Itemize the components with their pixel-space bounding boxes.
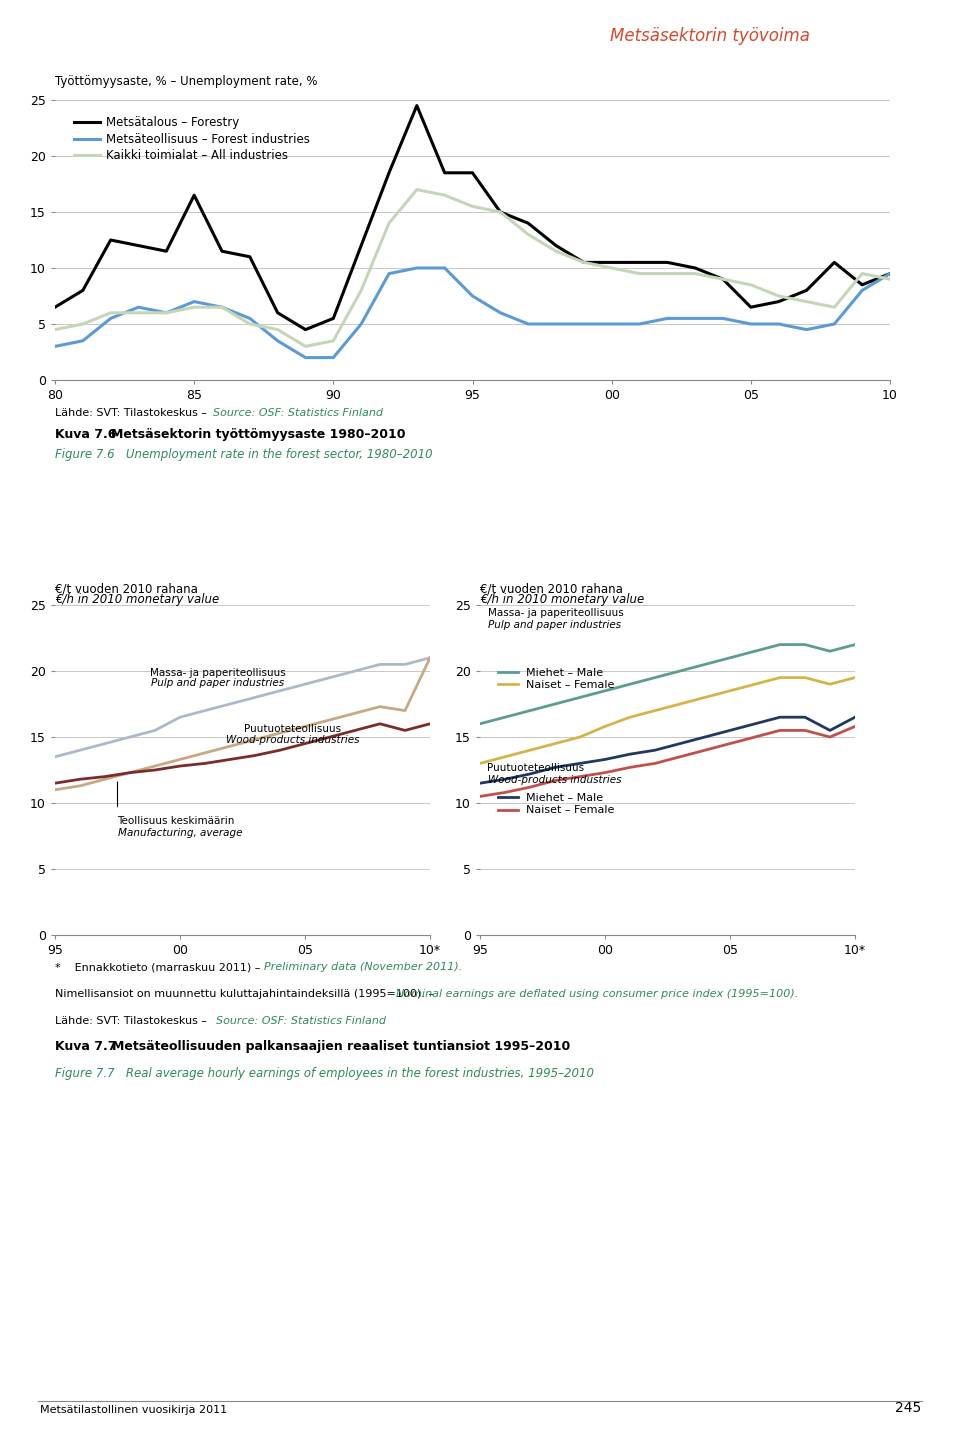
- Text: Metsäsektorin työttömyysaste 1980–2010: Metsäsektorin työttömyysaste 1980–2010: [110, 428, 405, 441]
- Text: Manufacturing, average: Manufacturing, average: [117, 828, 242, 838]
- Text: 7: 7: [906, 14, 935, 57]
- Text: €/h in 2010 monetary value: €/h in 2010 monetary value: [55, 593, 219, 606]
- Text: Massa- ja paperiteollisuus: Massa- ja paperiteollisuus: [488, 608, 623, 618]
- Text: Teollisuus keskimäärin: Teollisuus keskimäärin: [117, 817, 235, 827]
- Text: Puutuoteteollisuus: Puutuoteteollisuus: [488, 764, 585, 774]
- Text: Työttömyysaste, % – Unemployment rate, %: Työttömyysaste, % – Unemployment rate, %: [55, 75, 318, 87]
- Text: 245: 245: [896, 1401, 922, 1414]
- Text: €/h in 2010 monetary value: €/h in 2010 monetary value: [480, 593, 644, 606]
- Text: Figure 7.6   Unemployment rate in the forest sector, 1980–2010: Figure 7.6 Unemployment rate in the fore…: [55, 449, 433, 461]
- Text: Preliminary data (November 2011).: Preliminary data (November 2011).: [264, 962, 463, 972]
- Text: Lähde: SVT: Tilastokeskus –: Lähde: SVT: Tilastokeskus –: [55, 1016, 210, 1026]
- Text: €/t vuoden 2010 rahana: €/t vuoden 2010 rahana: [55, 582, 198, 595]
- Text: Source: OSF: Statistics Finland: Source: OSF: Statistics Finland: [213, 408, 383, 418]
- Legend: Miehet – Male, Naiset – Female: Miehet – Male, Naiset – Female: [493, 788, 619, 820]
- Text: Massa- ja paperiteollisuus: Massa- ja paperiteollisuus: [150, 668, 285, 678]
- Text: Metsätilastollinen vuosikirja 2011: Metsätilastollinen vuosikirja 2011: [40, 1404, 228, 1414]
- Text: Metsäsektorin työvoima: Metsäsektorin työvoima: [610, 27, 810, 44]
- Text: Pulp and paper industries: Pulp and paper industries: [488, 619, 620, 629]
- Text: Figure 7.7   Real average hourly earnings of employees in the forest industries,: Figure 7.7 Real average hourly earnings …: [55, 1068, 594, 1080]
- Text: Nimellisansiot on muunnettu kuluttajahintaindeksillä (1995=100). –: Nimellisansiot on muunnettu kuluttajahin…: [55, 989, 438, 999]
- Text: *    Ennakkotieto (marraskuu 2011) –: * Ennakkotieto (marraskuu 2011) –: [55, 962, 264, 972]
- Text: Kuva 7.7: Kuva 7.7: [55, 1040, 134, 1053]
- Text: Pulp and paper industries: Pulp and paper industries: [151, 678, 284, 688]
- Text: Source: OSF: Statistics Finland: Source: OSF: Statistics Finland: [216, 1016, 386, 1026]
- Legend: Metsätalous – Forestry, Metsäteollisuus – Forest industries, Kaikki toimialat – : Metsätalous – Forestry, Metsäteollisuus …: [69, 112, 315, 168]
- Text: Kuva 7.6: Kuva 7.6: [55, 428, 130, 441]
- Text: Wood-products industries: Wood-products industries: [488, 775, 621, 785]
- Text: Puutuoteteollisuus: Puutuoteteollisuus: [244, 724, 341, 734]
- Text: €/t vuoden 2010 rahana: €/t vuoden 2010 rahana: [480, 582, 623, 595]
- Text: Nominal earnings are deflated using consumer price index (1995=100).: Nominal earnings are deflated using cons…: [396, 989, 798, 999]
- Text: Metsäteollisuuden palkansaajien reaaliset tuntiansiot 1995–2010: Metsäteollisuuden palkansaajien reaalise…: [111, 1040, 570, 1053]
- Text: Lähde: SVT: Tilastokeskus –: Lähde: SVT: Tilastokeskus –: [55, 408, 210, 418]
- Text: Wood-products industries: Wood-products industries: [226, 735, 359, 745]
